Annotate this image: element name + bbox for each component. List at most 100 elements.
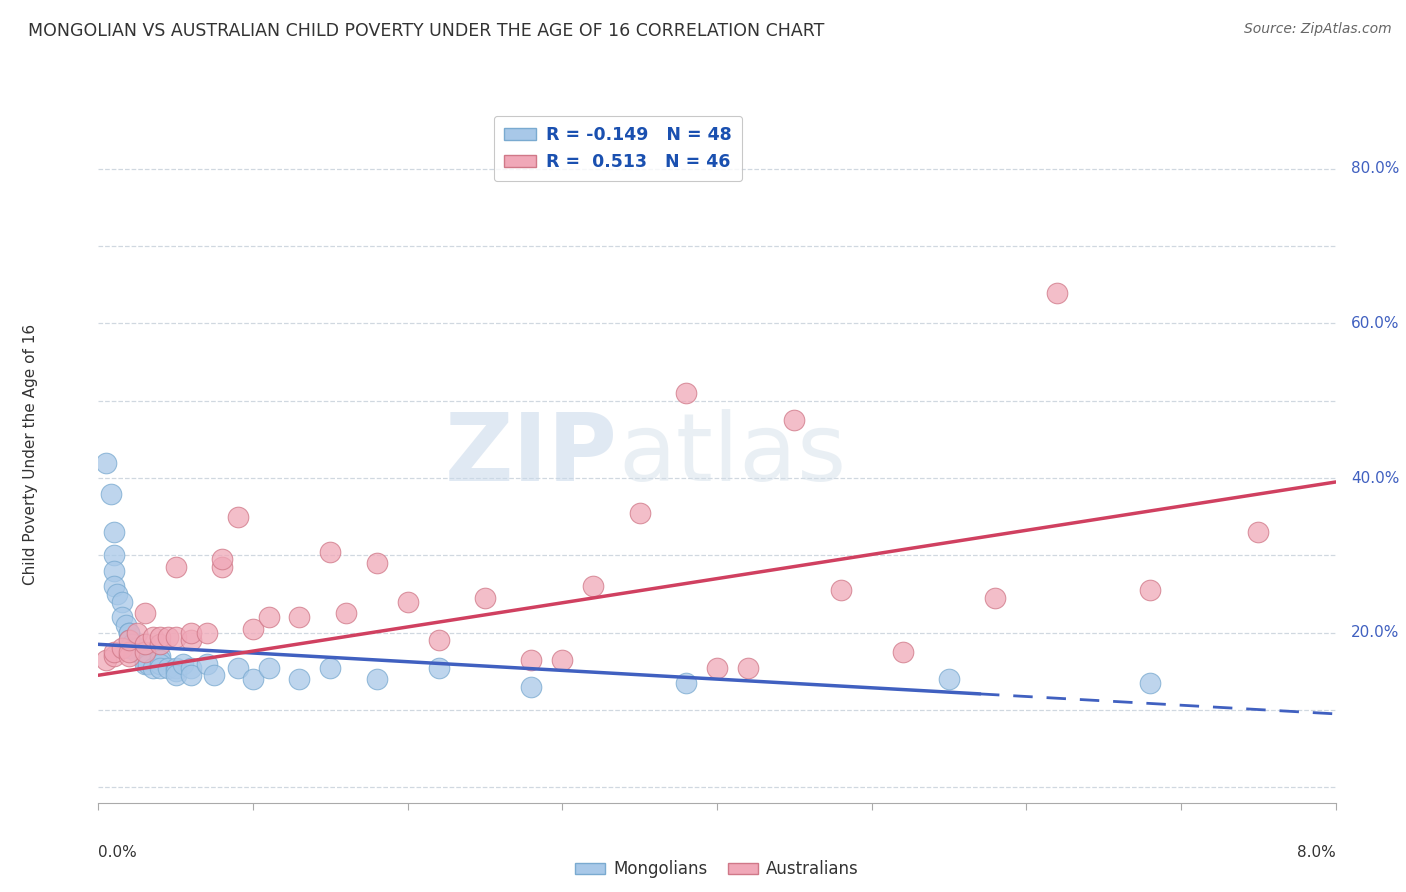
Point	[984, 591, 1007, 605]
Point	[105, 587, 128, 601]
Point	[474, 591, 496, 605]
Point	[366, 556, 388, 570]
Point	[675, 386, 697, 401]
Point	[118, 633, 141, 648]
Point	[165, 660, 187, 674]
Point	[118, 625, 141, 640]
Point	[335, 607, 357, 621]
Text: ZIP: ZIP	[446, 409, 619, 501]
Text: 0.0%: 0.0%	[98, 846, 138, 860]
Point	[111, 595, 132, 609]
Point	[427, 633, 450, 648]
Point	[134, 657, 156, 671]
Point	[134, 653, 156, 667]
Point	[103, 525, 125, 540]
Point	[127, 641, 149, 656]
Point	[115, 618, 138, 632]
Point	[1046, 285, 1069, 300]
Point	[675, 676, 697, 690]
Point	[1139, 676, 1161, 690]
Text: 80.0%: 80.0%	[1351, 161, 1399, 177]
Text: 40.0%: 40.0%	[1351, 471, 1399, 485]
Point	[134, 653, 156, 667]
Point	[111, 610, 132, 624]
Point	[127, 645, 149, 659]
Point	[96, 456, 118, 470]
Text: atlas: atlas	[619, 409, 846, 501]
Point	[180, 668, 202, 682]
Point	[427, 660, 450, 674]
Legend: Mongolians, Australians: Mongolians, Australians	[568, 854, 866, 885]
Point	[103, 564, 125, 578]
Point	[165, 668, 187, 682]
Point	[165, 560, 187, 574]
Point	[319, 660, 342, 674]
Point	[96, 653, 118, 667]
Point	[118, 625, 141, 640]
Point	[149, 648, 172, 663]
Point	[149, 630, 172, 644]
Point	[180, 633, 202, 648]
Point	[319, 544, 342, 558]
Point	[242, 672, 264, 686]
Point	[118, 641, 141, 656]
Point	[226, 660, 249, 674]
Point	[103, 549, 125, 563]
Point	[366, 672, 388, 686]
Point	[165, 665, 187, 679]
Point	[134, 648, 156, 663]
Text: Source: ZipAtlas.com: Source: ZipAtlas.com	[1244, 22, 1392, 37]
Point	[891, 645, 914, 659]
Point	[100, 486, 122, 500]
Point	[783, 413, 806, 427]
Point	[551, 653, 574, 667]
Point	[103, 648, 125, 663]
Point	[134, 607, 156, 621]
Point	[157, 630, 180, 644]
Point	[141, 630, 165, 644]
Point	[288, 672, 311, 686]
Point	[149, 660, 172, 674]
Point	[938, 672, 960, 686]
Point	[149, 653, 172, 667]
Point	[204, 668, 226, 682]
Point	[121, 637, 143, 651]
Point	[118, 648, 141, 663]
Text: Child Poverty Under the Age of 16: Child Poverty Under the Age of 16	[22, 325, 38, 585]
Point	[103, 645, 125, 659]
Text: MONGOLIAN VS AUSTRALIAN CHILD POVERTY UNDER THE AGE OF 16 CORRELATION CHART: MONGOLIAN VS AUSTRALIAN CHILD POVERTY UN…	[28, 22, 824, 40]
Point	[127, 625, 149, 640]
Point	[165, 630, 187, 644]
Point	[134, 648, 156, 663]
Point	[149, 637, 172, 651]
Point	[288, 610, 311, 624]
Point	[396, 595, 419, 609]
Point	[180, 625, 202, 640]
Point	[737, 660, 759, 674]
Point	[172, 657, 194, 671]
Point	[134, 645, 156, 659]
Point	[226, 509, 249, 524]
Text: 20.0%: 20.0%	[1351, 625, 1399, 640]
Point	[118, 633, 141, 648]
Text: 8.0%: 8.0%	[1296, 846, 1336, 860]
Point	[520, 653, 543, 667]
Point	[211, 560, 233, 574]
Point	[180, 660, 202, 674]
Point	[830, 583, 852, 598]
Point	[134, 637, 156, 651]
Point	[149, 657, 172, 671]
Point	[195, 657, 218, 671]
Point	[136, 657, 159, 671]
Point	[706, 660, 728, 674]
Point	[141, 660, 165, 674]
Point	[1247, 525, 1270, 540]
Point	[257, 660, 280, 674]
Point	[111, 641, 132, 656]
Point	[520, 680, 543, 694]
Point	[1139, 583, 1161, 598]
Point	[242, 622, 264, 636]
Point	[628, 506, 651, 520]
Point	[257, 610, 280, 624]
Point	[118, 645, 141, 659]
